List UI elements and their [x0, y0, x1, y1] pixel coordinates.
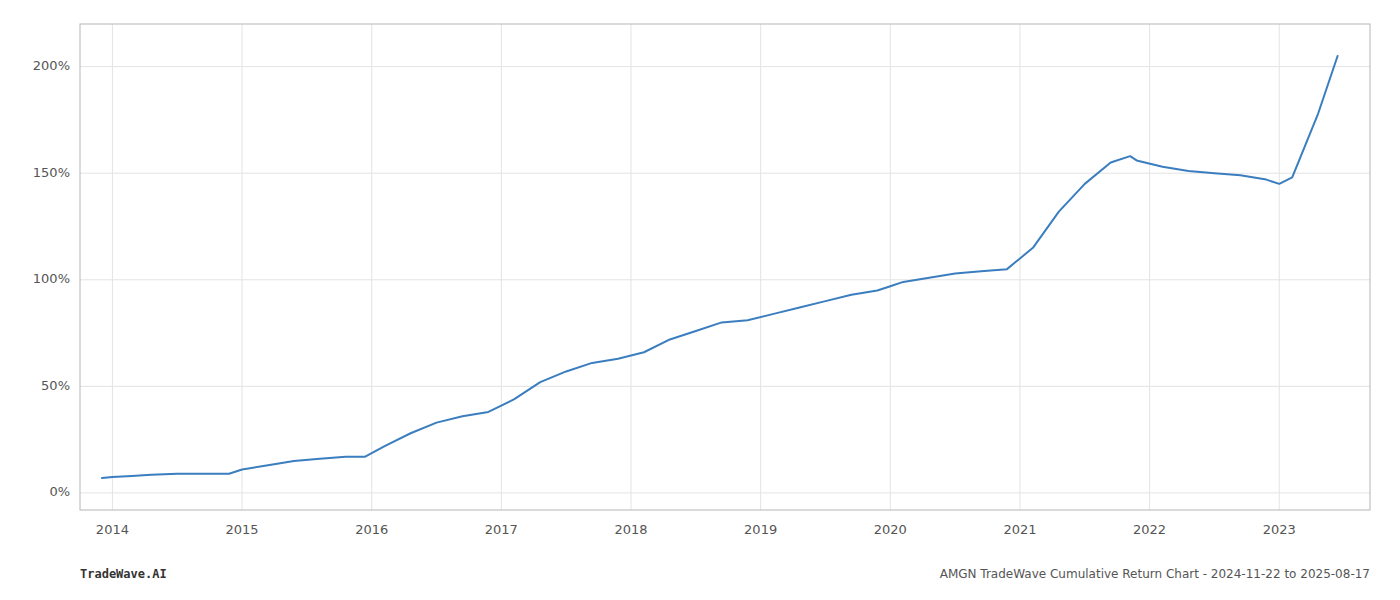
grid-line — [80, 386, 1370, 387]
grid-line — [80, 279, 1370, 280]
grid-line — [242, 24, 243, 510]
plot-area — [102, 56, 1338, 478]
x-tick-label: 2022 — [1133, 522, 1166, 537]
grid-line — [631, 24, 632, 510]
x-tick-label: 2018 — [614, 522, 647, 537]
grid — [80, 24, 1370, 510]
y-tick-label: 200% — [33, 58, 70, 73]
x-tick-label: 2020 — [874, 522, 907, 537]
grid-line — [1019, 24, 1020, 510]
x-tick-label: 2017 — [485, 522, 518, 537]
grid-line — [112, 24, 113, 510]
grid-line — [80, 66, 1370, 67]
axes: 2014 2015 2016 2017 2018 2019 2020 2021 2022 2023… — [33, 58, 1296, 537]
x-tick-label: 2021 — [1003, 522, 1036, 537]
plot-frame — [80, 24, 1370, 510]
grid-line — [371, 24, 372, 510]
grid-line — [1279, 24, 1280, 510]
grid-line — [80, 492, 1370, 493]
y-tick-label: 100% — [33, 271, 70, 286]
footer: TradeWave.AI — [80, 567, 167, 581]
grid-line — [760, 24, 761, 510]
grid-line — [890, 24, 891, 510]
x-tick-label: 2016 — [355, 522, 388, 537]
y-tick-label: 150% — [33, 165, 70, 180]
y-tick-label: 50% — [41, 378, 70, 393]
line — [102, 56, 1338, 478]
chart: 2014 2015 2016 2017 2018 2019 2020 2021 2022 2023… — [0, 0, 1400, 600]
x-tick-label: 2015 — [226, 522, 259, 537]
x-tick-label: 2019 — [744, 522, 777, 537]
grid-line — [80, 173, 1370, 174]
title: AMGN TradeWave Cumulative Return Chart -… — [940, 567, 1370, 581]
x-tick-label: 2023 — [1263, 522, 1296, 537]
grid-line — [501, 24, 502, 510]
x-tick-label: 2014 — [96, 522, 129, 537]
grid-line — [1149, 24, 1150, 510]
y-tick-label: 0% — [49, 484, 70, 499]
